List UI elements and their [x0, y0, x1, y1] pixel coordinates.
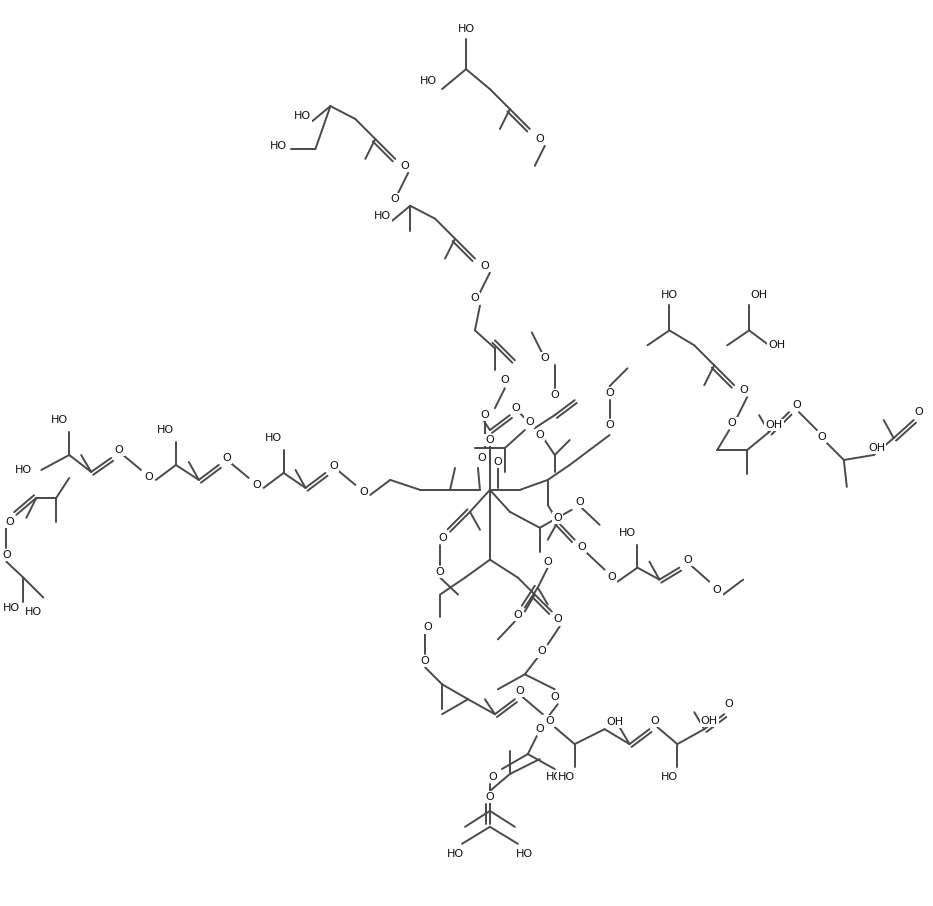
Text: O: O: [606, 388, 614, 398]
Text: O: O: [478, 453, 486, 463]
Text: HO: HO: [558, 772, 576, 782]
Text: OH: OH: [750, 291, 768, 301]
Text: O: O: [470, 294, 480, 304]
Text: O: O: [817, 432, 827, 442]
Text: HO: HO: [546, 772, 564, 782]
Text: HO: HO: [516, 849, 534, 859]
Text: OH: OH: [606, 718, 623, 728]
Text: O: O: [436, 566, 444, 576]
Text: O: O: [650, 716, 659, 727]
Text: O: O: [543, 556, 552, 566]
Text: O: O: [480, 261, 489, 271]
Text: O: O: [606, 420, 614, 430]
Text: O: O: [511, 403, 521, 413]
Text: O: O: [607, 572, 616, 582]
Text: O: O: [5, 516, 14, 526]
Text: HO: HO: [619, 528, 636, 538]
Text: O: O: [537, 646, 546, 656]
Text: O: O: [540, 353, 550, 363]
Text: O: O: [713, 584, 721, 594]
Text: O: O: [553, 614, 562, 624]
Text: O: O: [546, 716, 554, 727]
Text: O: O: [728, 418, 736, 429]
Text: O: O: [515, 686, 524, 697]
Text: HO: HO: [25, 606, 42, 616]
Text: HO: HO: [374, 211, 391, 221]
Text: O: O: [494, 457, 502, 467]
Text: HO: HO: [158, 425, 174, 435]
Text: O: O: [914, 407, 923, 417]
Text: O: O: [480, 410, 489, 420]
Text: O: O: [513, 610, 522, 620]
Text: O: O: [536, 134, 544, 144]
Text: OH: OH: [701, 716, 717, 727]
Text: HO: HO: [457, 24, 475, 34]
Text: O: O: [401, 161, 410, 171]
Text: O: O: [793, 400, 801, 410]
Text: O: O: [683, 554, 691, 564]
Text: O: O: [439, 533, 448, 543]
Text: HO: HO: [3, 602, 20, 612]
Text: O: O: [485, 792, 494, 802]
Text: OH: OH: [869, 443, 885, 453]
Text: O: O: [550, 390, 559, 400]
Text: O: O: [576, 496, 584, 506]
Text: O: O: [553, 513, 562, 523]
Text: O: O: [115, 445, 123, 455]
Text: O: O: [2, 550, 11, 560]
Text: O: O: [391, 194, 399, 204]
Text: HO: HO: [270, 141, 287, 151]
Text: O: O: [536, 724, 544, 734]
Text: O: O: [725, 699, 733, 709]
Text: O: O: [525, 417, 535, 427]
Text: O: O: [424, 622, 433, 632]
Text: O: O: [740, 385, 748, 395]
Text: O: O: [550, 692, 559, 702]
Text: OH: OH: [765, 420, 783, 430]
Text: HO: HO: [50, 415, 68, 425]
Text: HO: HO: [661, 772, 678, 782]
Text: O: O: [329, 461, 338, 471]
Text: O: O: [359, 487, 368, 496]
Text: O: O: [421, 656, 429, 666]
Text: OH: OH: [769, 341, 786, 351]
Text: O: O: [578, 542, 586, 552]
Text: O: O: [222, 453, 231, 463]
Text: HO: HO: [15, 465, 32, 475]
Text: O: O: [252, 480, 261, 490]
Text: HO: HO: [265, 433, 282, 443]
Text: HO: HO: [420, 76, 437, 86]
Text: O: O: [500, 375, 509, 385]
Text: HO: HO: [447, 849, 464, 859]
Text: O: O: [145, 472, 153, 482]
Text: HO: HO: [661, 291, 678, 301]
Text: HO: HO: [294, 111, 311, 121]
Text: O: O: [485, 435, 494, 445]
Text: O: O: [489, 772, 497, 782]
Text: O: O: [536, 430, 544, 440]
